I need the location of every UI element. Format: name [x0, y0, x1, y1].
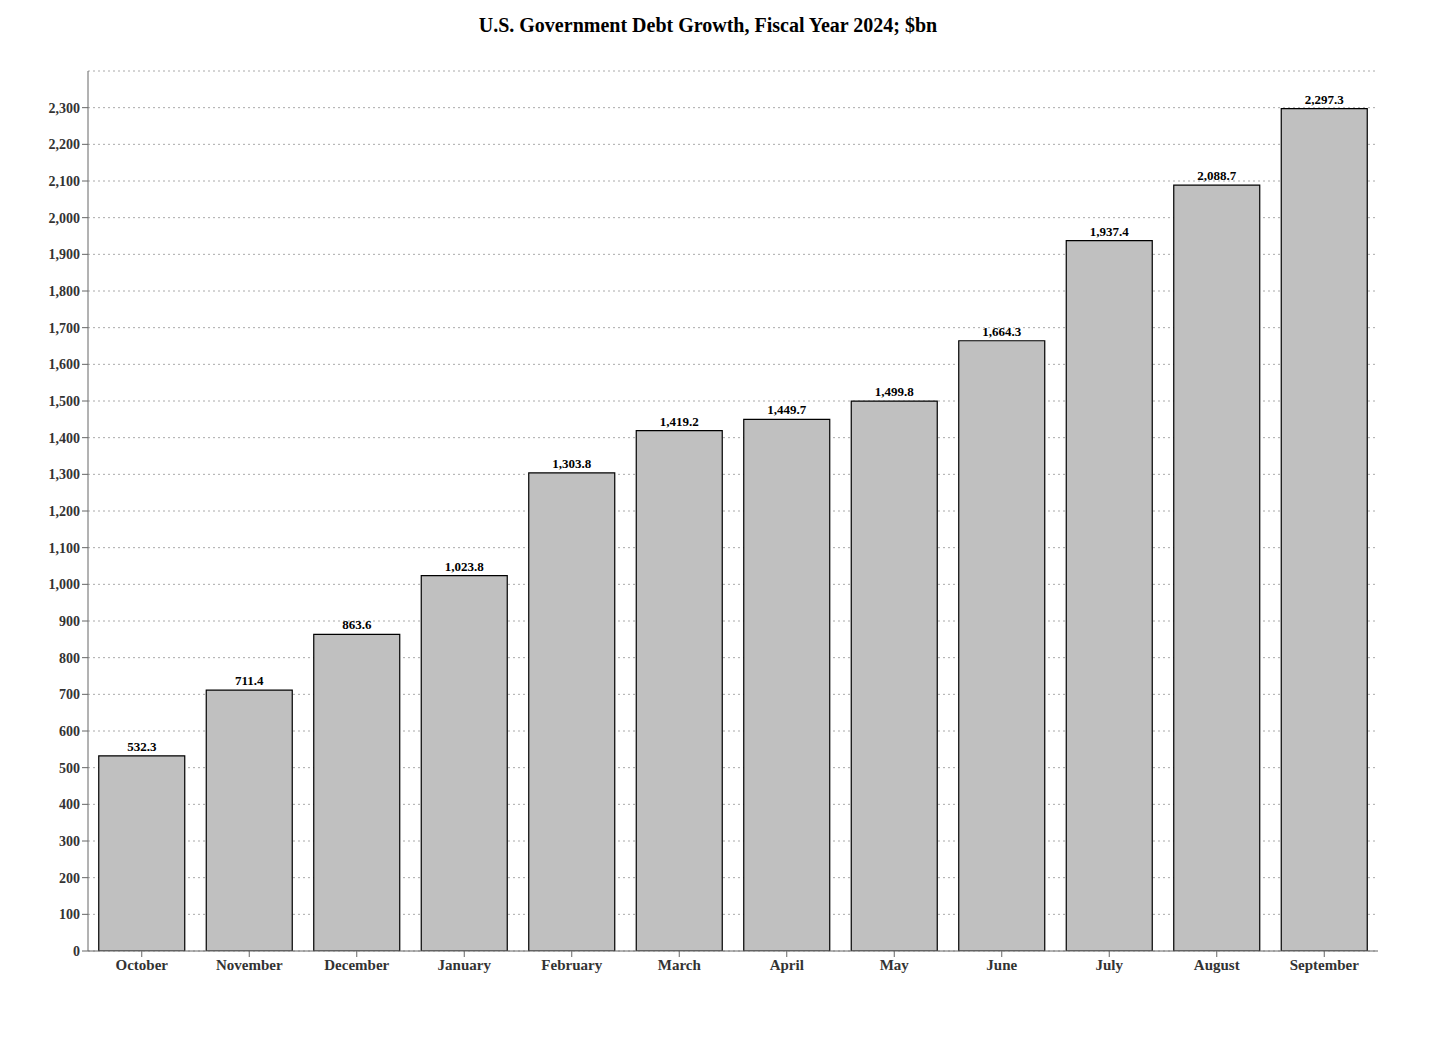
svg-text:1,023.8: 1,023.8: [445, 559, 485, 574]
svg-text:700: 700: [59, 687, 80, 702]
svg-text:January: January: [438, 957, 492, 973]
svg-text:1,600: 1,600: [49, 357, 81, 372]
svg-text:400: 400: [59, 797, 80, 812]
svg-text:May: May: [880, 957, 910, 973]
svg-text:600: 600: [59, 724, 80, 739]
svg-text:September: September: [1290, 957, 1359, 973]
svg-text:711.4: 711.4: [235, 673, 264, 688]
svg-text:2,000: 2,000: [49, 211, 81, 226]
svg-text:1,100: 1,100: [49, 541, 81, 556]
svg-text:1,419.2: 1,419.2: [660, 414, 699, 429]
svg-text:December: December: [324, 957, 389, 973]
svg-text:July: July: [1095, 957, 1123, 973]
svg-text:October: October: [116, 957, 169, 973]
svg-text:300: 300: [59, 834, 80, 849]
svg-text:1,664.3: 1,664.3: [982, 324, 1022, 339]
svg-text:0: 0: [73, 944, 80, 959]
svg-text:2,088.7: 2,088.7: [1197, 168, 1237, 183]
svg-text:2,100: 2,100: [49, 174, 81, 189]
svg-text:2,300: 2,300: [49, 101, 81, 116]
svg-text:200: 200: [59, 871, 80, 886]
svg-text:April: April: [770, 957, 804, 973]
svg-text:August: August: [1194, 957, 1240, 973]
svg-text:March: March: [658, 957, 702, 973]
svg-text:900: 900: [59, 614, 80, 629]
svg-text:532.3: 532.3: [127, 739, 157, 754]
svg-text:2,200: 2,200: [49, 137, 81, 152]
svg-text:1,300: 1,300: [49, 467, 81, 482]
svg-text:1,000: 1,000: [49, 577, 81, 592]
svg-text:1,800: 1,800: [49, 284, 81, 299]
svg-text:June: June: [986, 957, 1017, 973]
svg-text:1,200: 1,200: [49, 504, 81, 519]
svg-text:November: November: [216, 957, 283, 973]
svg-text:1,937.4: 1,937.4: [1090, 224, 1130, 239]
svg-text:1,303.8: 1,303.8: [552, 456, 592, 471]
svg-text:100: 100: [59, 907, 80, 922]
svg-text:800: 800: [59, 651, 80, 666]
svg-text:1,500: 1,500: [49, 394, 81, 409]
svg-text:1,499.8: 1,499.8: [875, 384, 915, 399]
svg-text:1,700: 1,700: [49, 321, 81, 336]
html-text:U.S. Government Debt Growth, F: U.S. Government Debt Growth, Fiscal Year…: [478, 14, 938, 36]
svg-text:1,900: 1,900: [49, 247, 81, 262]
svg-text:2,297.3: 2,297.3: [1305, 92, 1345, 107]
svg-text:1,400: 1,400: [49, 431, 81, 446]
svg-text:863.6: 863.6: [342, 617, 372, 632]
svg-text:1,449.7: 1,449.7: [767, 402, 807, 417]
svg-text:500: 500: [59, 761, 80, 776]
svg-text:February: February: [541, 957, 602, 973]
